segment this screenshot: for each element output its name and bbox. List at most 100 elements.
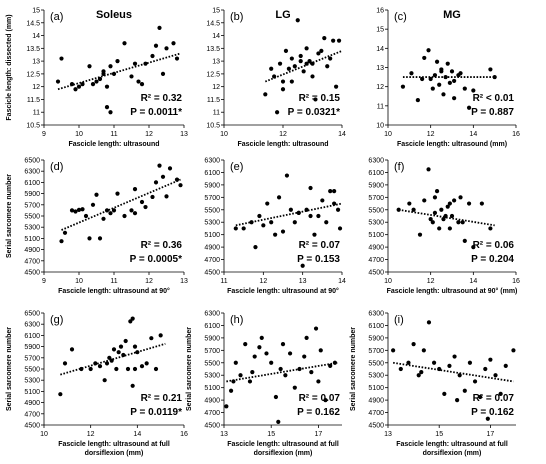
y-tick-label: 4500 xyxy=(24,423,40,430)
x-tick-label: 11 xyxy=(220,278,227,285)
y-tick-label: 4900 xyxy=(204,398,220,405)
data-point xyxy=(442,391,447,396)
y-tick-label: 5700 xyxy=(204,348,220,355)
data-point xyxy=(428,76,433,82)
data-point xyxy=(483,366,488,372)
y-tick-label: 4700 xyxy=(368,257,384,264)
data-point xyxy=(157,25,162,30)
data-point xyxy=(335,207,341,212)
x-axis-label: Fascicle length: ultrasound at full xyxy=(58,441,170,448)
data-point xyxy=(115,191,120,196)
x-tick-label: 14 xyxy=(338,278,346,285)
trend-line xyxy=(392,361,514,383)
y-tick-label: 13 xyxy=(376,65,384,72)
x-axis-label-line2: dorsiflexion (mm) xyxy=(254,450,313,457)
data-point xyxy=(132,61,138,66)
data-point xyxy=(411,342,416,347)
y-tick-label: 5900 xyxy=(204,182,220,189)
y-tick-label: 11 xyxy=(33,110,40,117)
data-point xyxy=(426,167,431,172)
data-point xyxy=(328,56,333,61)
y-tick-label: 6300 xyxy=(368,158,384,165)
data-point xyxy=(265,201,270,206)
data-point xyxy=(269,220,274,225)
x-tick-label: 10 xyxy=(384,131,392,138)
data-point xyxy=(153,366,159,372)
data-point xyxy=(80,82,85,87)
y-tick-label: 5700 xyxy=(204,195,220,202)
y-tick-label: 11.5 xyxy=(207,97,220,104)
y-tick-label: 6300 xyxy=(24,169,40,176)
data-point xyxy=(150,53,155,59)
y-tick-label: 5500 xyxy=(368,207,384,214)
data-point xyxy=(462,86,467,91)
data-point xyxy=(122,213,127,219)
data-point xyxy=(160,174,166,179)
y-tick-label: 12.5 xyxy=(206,71,220,78)
p-value-label: P = 0.162 xyxy=(471,407,514,418)
data-point xyxy=(445,204,450,209)
data-point xyxy=(121,352,126,358)
r-squared-label: R² = 0.07 xyxy=(473,393,515,404)
data-point xyxy=(116,350,121,355)
data-point xyxy=(316,51,321,56)
data-point xyxy=(302,354,307,359)
data-point xyxy=(426,48,431,53)
y-tick-label: 5500 xyxy=(368,360,384,367)
data-point xyxy=(416,373,421,378)
y-tick-label: 14 xyxy=(212,33,220,40)
y-tick-label: 4500 xyxy=(204,270,220,277)
panel-label: (a) xyxy=(50,11,63,23)
data-point xyxy=(88,366,93,372)
data-point xyxy=(452,198,457,203)
data-point xyxy=(434,189,440,194)
p-value-label: P = 0.153 xyxy=(297,254,340,265)
p-value-label: P = 0.0005* xyxy=(130,254,182,265)
x-tick-label: 14 xyxy=(469,131,477,138)
x-tick-label: 12 xyxy=(145,278,153,285)
y-tick-label: 4700 xyxy=(368,410,384,417)
x-tick-label: 14 xyxy=(338,131,346,138)
data-point xyxy=(87,236,92,241)
data-point xyxy=(253,245,258,250)
panel-label: (e) xyxy=(230,161,243,173)
y-tick-label: 5500 xyxy=(24,214,40,221)
data-point xyxy=(261,223,266,228)
y-tick-label: 14.5 xyxy=(206,20,220,27)
data-point xyxy=(55,79,61,84)
data-point xyxy=(164,194,169,199)
data-point xyxy=(97,364,103,369)
y-tick-label: 4700 xyxy=(204,410,220,417)
x-tick-label: 11 xyxy=(110,131,117,138)
data-point xyxy=(108,64,113,69)
data-point xyxy=(289,56,294,61)
data-point xyxy=(441,217,446,222)
data-point xyxy=(153,180,159,185)
data-point xyxy=(503,363,508,368)
data-point xyxy=(129,208,134,213)
data-point xyxy=(478,394,483,400)
data-point xyxy=(132,211,138,216)
data-point xyxy=(259,335,264,340)
data-point xyxy=(231,379,236,384)
panel-label: (h) xyxy=(230,314,243,326)
data-point xyxy=(79,366,84,372)
data-point xyxy=(73,209,78,214)
data-point xyxy=(319,48,324,53)
x-tick-label: 13 xyxy=(220,431,228,438)
x-axis-label-line2: dorsiflexion (mm) xyxy=(85,450,144,457)
data-point xyxy=(280,79,286,84)
data-point xyxy=(313,326,319,331)
r-squared-label: R² = 0.21 xyxy=(141,393,183,404)
y-tick-label: 5700 xyxy=(368,348,384,355)
x-tick-label: 10 xyxy=(75,278,83,285)
data-point xyxy=(287,351,293,356)
r-squared-label: R² = 0.32 xyxy=(141,93,183,104)
data-point xyxy=(87,64,92,69)
data-point xyxy=(457,373,462,378)
y-tick-label: 5700 xyxy=(368,195,384,202)
y-tick-label: 13 xyxy=(212,59,220,66)
data-point xyxy=(467,360,473,365)
data-point xyxy=(452,96,457,101)
data-point xyxy=(122,41,127,46)
